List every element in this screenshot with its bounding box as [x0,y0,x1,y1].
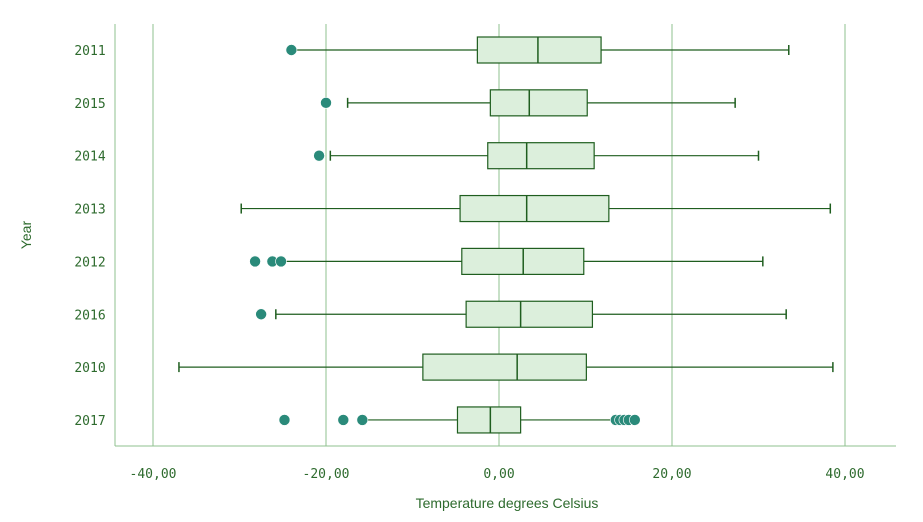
box-series [178,36,834,434]
y-tick-label: 2011 [74,44,105,59]
box-2012 [249,247,764,275]
box-iqr [476,36,602,64]
y-tick-label: 2013 [74,203,105,218]
y-tick-labels: 2011 2015 2014 2013 2012 2016 2010 2017 [74,44,105,429]
box-iqr [487,142,595,170]
box-2010 [178,353,834,381]
box-2016 [255,300,787,328]
outlier-point [313,149,325,162]
box-iqr [459,194,610,223]
box-2013 [240,194,832,223]
outlier-point [249,255,261,268]
box-iqr [489,89,588,117]
outlier-point [275,255,287,268]
outlier-point [255,308,267,321]
box-2017 [278,406,641,434]
y-tick-label: 2015 [74,97,105,112]
y-tick-label: 2010 [74,361,105,376]
box-2011 [285,36,790,64]
x-tick-label: -20,00 [303,467,350,482]
outlier-point [278,414,291,426]
y-tick-label: 2016 [74,308,105,323]
x-tick-label: 40,00 [825,467,864,482]
box-2015 [320,89,736,117]
y-tick-label: 2014 [74,150,105,165]
x-tick-label: 20,00 [652,467,691,482]
box-2014 [313,142,760,170]
outlier-point [629,414,641,426]
outlier-point [356,414,369,426]
outlier-point [337,414,350,426]
gridlines [152,24,846,446]
box-iqr [465,300,594,328]
box-iqr [456,406,522,434]
x-tick-label: -40,00 [130,467,177,482]
x-axis-title: Temperature degrees Celsius [416,495,599,511]
y-axis-title: Year [18,221,34,250]
box-iqr [422,353,587,381]
y-tick-label: 2017 [74,414,105,429]
y-tick-label: 2012 [74,255,105,270]
x-tick-label: 0,00 [483,467,514,482]
x-tick-labels: -40,00 -20,00 0,00 20,00 40,00 [130,467,865,482]
outlier-point [285,44,298,56]
outlier-point [320,97,332,109]
